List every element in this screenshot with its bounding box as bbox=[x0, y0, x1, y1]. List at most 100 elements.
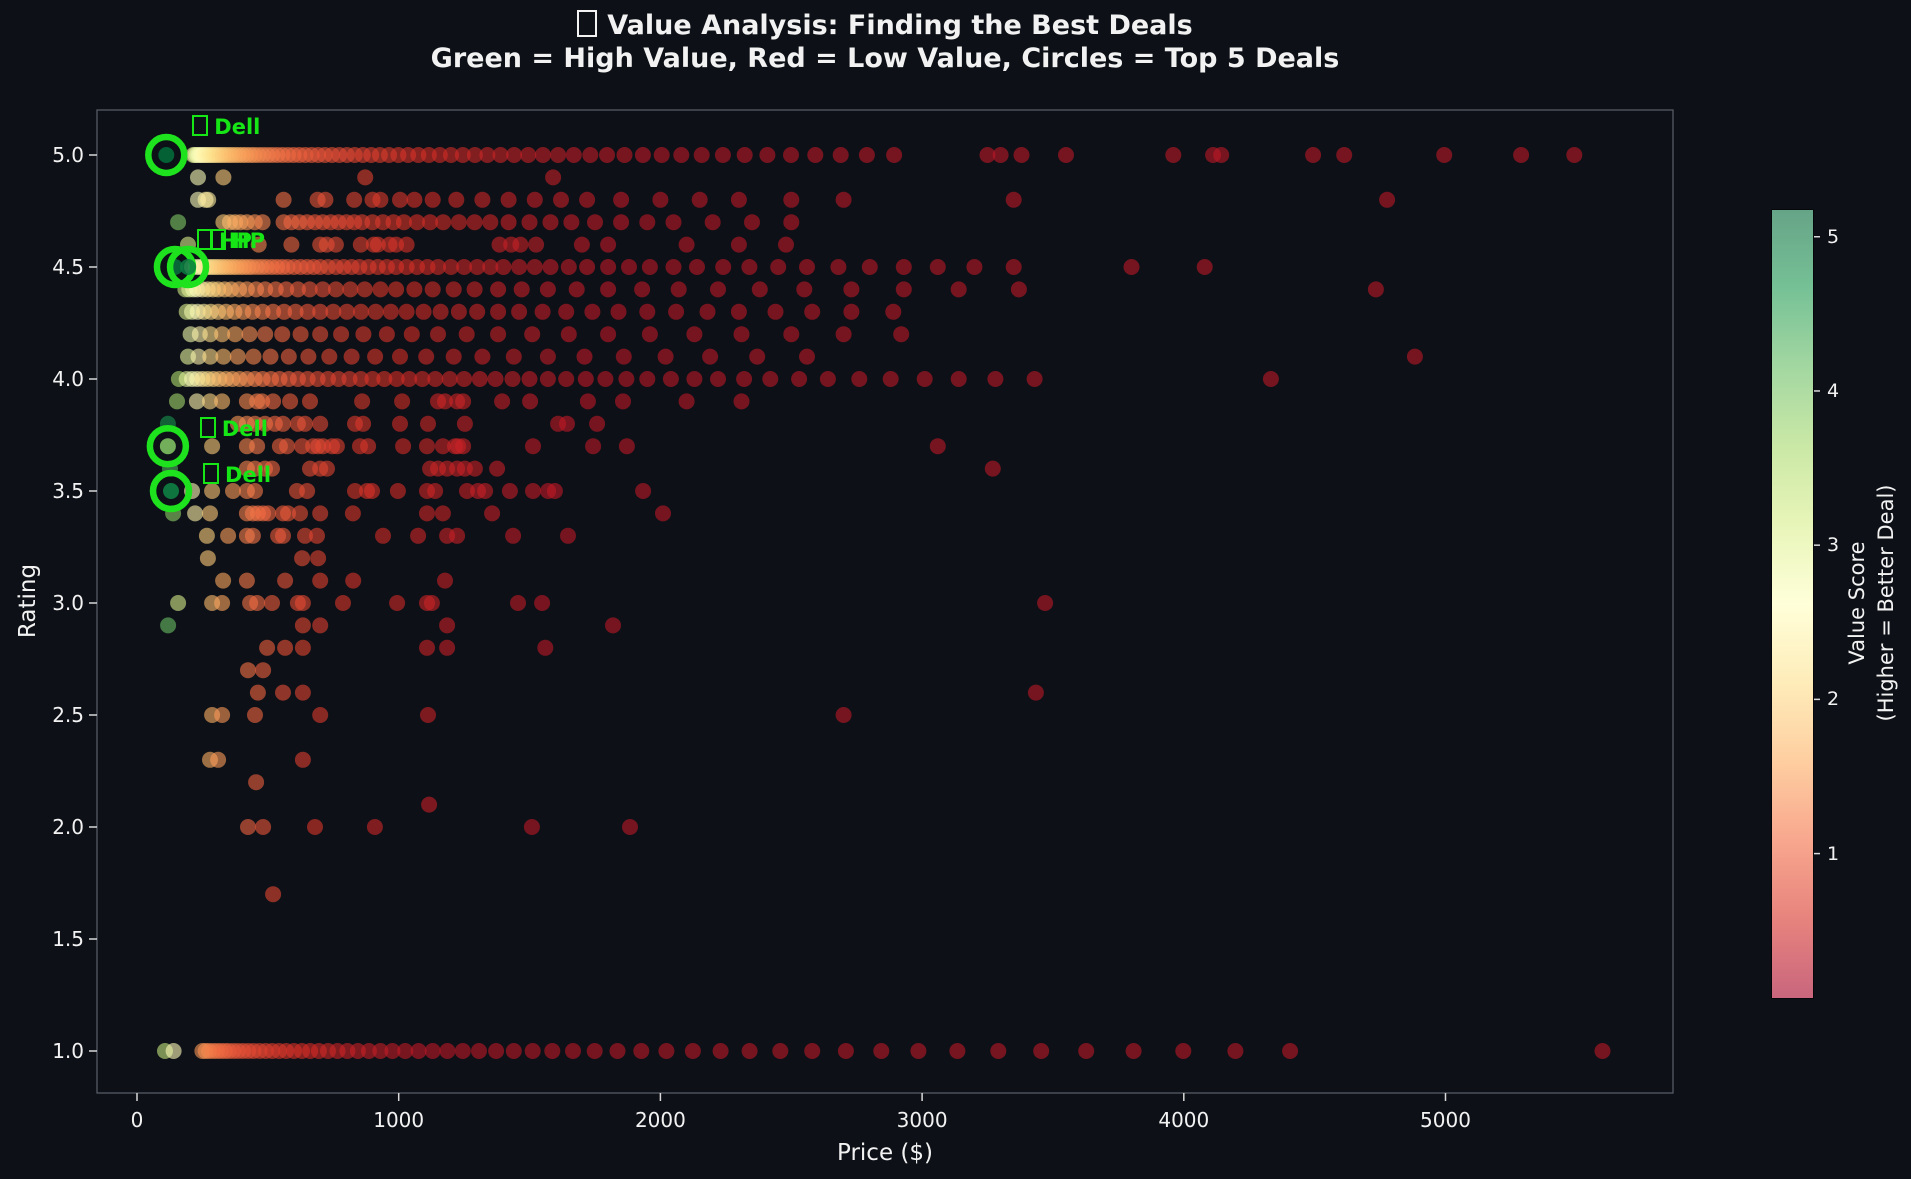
scatter-point bbox=[349, 1043, 366, 1059]
colorbar-tick-label: 5 bbox=[1827, 225, 1840, 248]
scatter-point bbox=[202, 326, 219, 343]
scatter-point bbox=[733, 326, 750, 343]
scatter-point bbox=[297, 415, 313, 432]
scatter-point bbox=[1165, 147, 1182, 163]
scatter-point bbox=[568, 281, 585, 298]
scatter-point bbox=[613, 214, 630, 231]
scatter-point bbox=[430, 326, 446, 343]
scatter-point bbox=[395, 214, 412, 231]
scatter-point bbox=[333, 326, 350, 343]
scatter-point bbox=[730, 236, 747, 253]
scatter-point bbox=[511, 259, 528, 275]
scatter-point bbox=[618, 438, 635, 455]
scatter-point bbox=[1058, 147, 1074, 163]
scatter-point bbox=[259, 639, 276, 656]
scatter-point bbox=[950, 371, 967, 387]
scatter-point bbox=[524, 326, 541, 343]
scatter-point bbox=[406, 191, 423, 208]
scatter-point bbox=[618, 371, 635, 387]
scatter-point bbox=[599, 147, 615, 163]
top-deal-label: HP bbox=[210, 229, 265, 253]
scatter-point bbox=[392, 348, 408, 365]
scatter-point bbox=[633, 1043, 650, 1059]
scatter-point bbox=[215, 348, 232, 365]
scatter-point bbox=[791, 371, 808, 387]
scatter-point bbox=[835, 191, 852, 208]
scatter-point bbox=[459, 483, 475, 499]
scatter-point bbox=[600, 236, 617, 253]
scatter-point bbox=[673, 147, 690, 163]
missing-glyph-icon bbox=[199, 417, 216, 439]
scatter-point bbox=[851, 371, 868, 387]
scatter-point bbox=[474, 191, 491, 208]
scatter-point bbox=[435, 214, 452, 231]
chart-title: Value Analysis: Finding the Best Deals G… bbox=[0, 9, 1770, 75]
scatter-point bbox=[895, 259, 912, 275]
top-deal-brand: Dell bbox=[221, 417, 268, 442]
scatter-point bbox=[431, 147, 448, 163]
scatter-point bbox=[294, 595, 311, 611]
plot-spines bbox=[96, 109, 1674, 1094]
colorbar bbox=[1771, 209, 1814, 999]
scatter-point bbox=[454, 147, 471, 163]
top-deal-ring bbox=[145, 133, 188, 177]
scatter-point bbox=[170, 214, 187, 231]
scatter-point bbox=[250, 236, 267, 253]
scatter-point bbox=[382, 303, 399, 320]
scatter-point bbox=[366, 819, 383, 835]
top-deal-ring bbox=[146, 424, 190, 468]
scatter-point bbox=[730, 303, 747, 320]
scatter-point bbox=[415, 303, 432, 320]
scatter-point bbox=[420, 707, 436, 723]
scatter-point bbox=[560, 259, 577, 275]
scatter-point bbox=[265, 393, 282, 410]
scatter-point bbox=[466, 281, 483, 298]
scatter-point bbox=[744, 214, 760, 231]
scatter-point bbox=[456, 371, 473, 387]
scatter-point bbox=[187, 505, 204, 522]
scatter-point bbox=[1078, 1043, 1095, 1059]
scatter-point bbox=[254, 214, 271, 231]
scatter-point bbox=[312, 617, 329, 634]
scatter-point bbox=[600, 281, 617, 298]
scatter-point bbox=[610, 303, 627, 320]
scatter-point bbox=[929, 438, 946, 455]
scatter-point bbox=[843, 303, 860, 320]
scatter-point bbox=[398, 236, 415, 253]
colorbar-tick-label: 4 bbox=[1827, 379, 1840, 402]
scatter-point bbox=[294, 684, 311, 701]
x-axis-label: Price ($) bbox=[837, 1140, 933, 1166]
scatter-point bbox=[751, 281, 768, 298]
scatter-point bbox=[241, 326, 258, 343]
scatter-point bbox=[367, 303, 384, 320]
scatter-point bbox=[375, 527, 391, 544]
scatter-point bbox=[312, 505, 329, 522]
scatter-point bbox=[484, 505, 501, 522]
scatter-point bbox=[662, 371, 679, 387]
scatter-point bbox=[1305, 147, 1322, 163]
scatter-point bbox=[247, 483, 263, 499]
scatter-point bbox=[1123, 259, 1140, 275]
scatter-point bbox=[403, 326, 420, 343]
scatter-point bbox=[523, 819, 540, 835]
scatter-point bbox=[783, 214, 800, 231]
scatter-point bbox=[422, 214, 439, 231]
scatter-point bbox=[550, 147, 567, 163]
scatter-point bbox=[576, 348, 593, 365]
scatter-point bbox=[1406, 348, 1423, 365]
scatter-point bbox=[542, 214, 559, 231]
top-deal-point bbox=[163, 483, 180, 499]
scatter-point bbox=[579, 393, 596, 410]
scatter-point bbox=[670, 281, 687, 298]
scatter-point bbox=[807, 147, 824, 163]
colorbar-tick-label: 1 bbox=[1827, 842, 1840, 865]
scatter-point bbox=[622, 819, 638, 835]
top-deal-point bbox=[159, 438, 176, 455]
colorbar-label: Value Score (Higher = Better Deal) bbox=[1843, 485, 1901, 722]
scatter-point bbox=[634, 147, 651, 163]
scatter-point bbox=[279, 438, 295, 455]
scatter-point bbox=[615, 348, 632, 365]
scatter-point bbox=[783, 191, 800, 208]
scatter-point bbox=[704, 214, 721, 231]
